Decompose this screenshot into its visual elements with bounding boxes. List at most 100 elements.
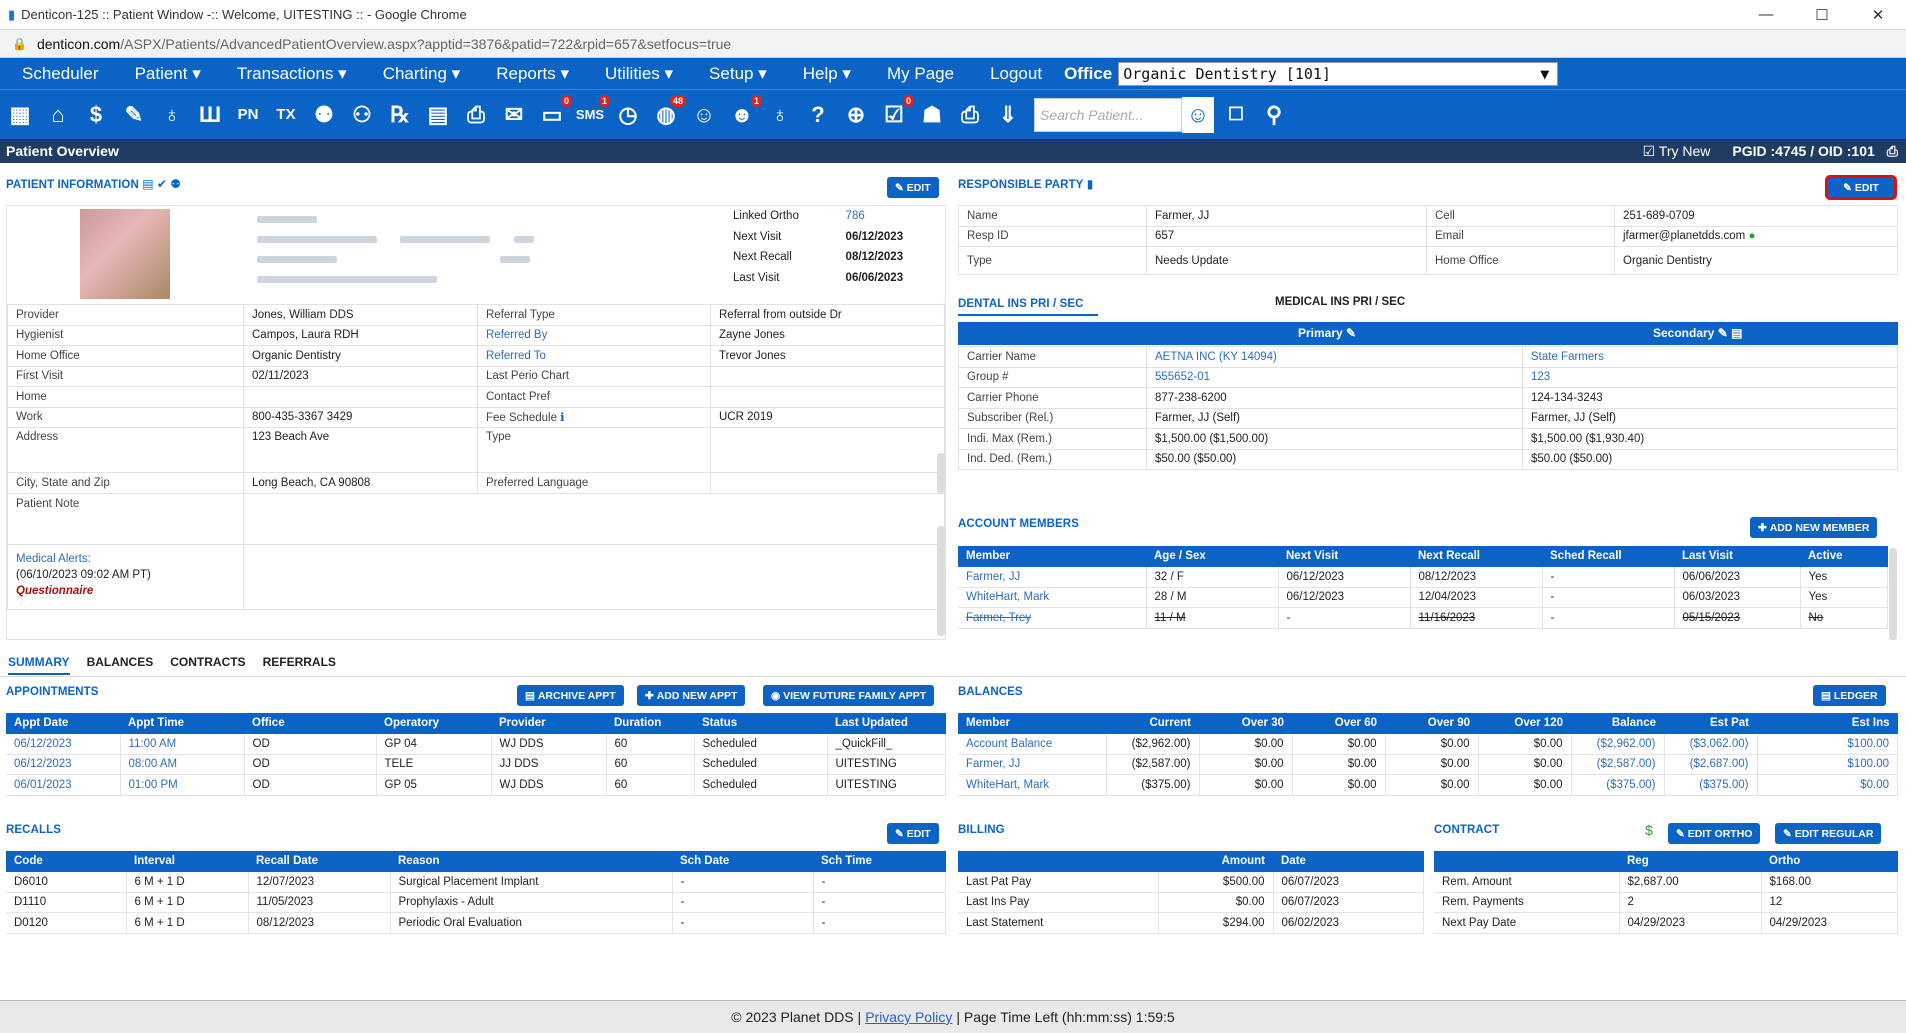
est-ins-link[interactable]: $100.00 [1757,754,1898,775]
chat-icon[interactable]: ▭ 0 [536,94,572,133]
people-icon[interactable]: ☗ [922,101,942,127]
scrollbar[interactable] [937,453,945,493]
pn-icon[interactable]: PN [237,106,259,123]
col-date[interactable]: Date [1273,851,1424,872]
col-next-recall[interactable]: Next Recall [1410,546,1542,567]
globe-icon[interactable]: ◍ 48 [650,94,686,133]
web-icon[interactable]: ⊕ [846,101,866,127]
edit-ortho-button[interactable]: ✎ EDIT ORTHO [1668,823,1761,844]
document-icon[interactable]: ▤ [1731,326,1743,340]
est-ins-link[interactable]: $100.00 [1757,733,1898,755]
down-icon[interactable]: ⇓ [998,101,1018,127]
col-appt-time[interactable]: Appt Time [120,713,244,734]
menu-reports[interactable]: Reports ▾ [496,63,569,83]
appt-time-link[interactable]: 01:00 PM [120,774,245,796]
col-last-visit[interactable]: Last Visit [1674,546,1800,567]
tab-balances[interactable]: BALANCES [86,655,154,669]
balance-link[interactable]: ($2,587.00) [1571,754,1665,775]
menu-charting[interactable]: Charting ▾ [382,63,461,83]
col-active[interactable]: Active [1800,546,1888,567]
tooth2-icon[interactable]: ♁ [771,101,789,127]
col-over-30[interactable]: Over 30 [1199,713,1292,734]
col-operatory[interactable]: Operatory [376,713,491,734]
col-ortho[interactable]: Ortho [1761,851,1898,872]
support-icon[interactable]: ☺ [692,101,716,127]
home-icon[interactable]: ⌂ [51,101,65,127]
menu-setup[interactable]: Setup ▾ [709,63,767,83]
print-icon[interactable]: ⎙ [467,101,485,127]
document-icon[interactable]: ▤ [142,177,154,191]
member-link[interactable]: Farmer, JJ [958,566,1147,588]
tab-referrals[interactable]: REFERRALS [262,655,336,669]
info-icon[interactable]: ℹ [560,412,565,425]
appt-time-link[interactable]: 08:00 AM [120,754,245,775]
col-interval[interactable]: Interval [126,851,248,872]
add-member-button[interactable]: ✚ ADD NEW MEMBER [1750,517,1878,538]
verified-icon[interactable]: ✔ [156,177,167,191]
col-last-updated[interactable]: Last Updated [827,713,946,734]
col-sch-time[interactable]: Sch Time [813,851,946,872]
appt-time-link[interactable]: 11:00 AM [120,733,245,755]
family-icon[interactable]: ⚇ [352,101,372,127]
badge-icon[interactable]: ▮ [1086,177,1094,191]
archive-appt-button[interactable]: ▤ ARCHIVE APPT [517,685,624,706]
privacy-policy-link[interactable]: Privacy Policy [865,1009,953,1025]
col-reason[interactable]: Reason [390,851,672,872]
col-duration[interactable]: Duration [606,713,694,734]
col-over-120[interactable]: Over 120 [1478,713,1571,734]
question-icon[interactable]: ? [811,101,825,127]
col-balance[interactable]: Balance [1571,713,1664,734]
edit-doc-icon[interactable]: ✎ [1717,326,1728,340]
col-provider[interactable]: Provider [491,713,606,734]
appt-date-link[interactable]: 06/01/2023 [6,774,121,796]
balance-member-link[interactable]: Farmer, JJ [958,754,1107,775]
checkbox-icon[interactable]: ☐ [1227,104,1245,124]
col-recall-date[interactable]: Recall Date [248,851,390,872]
add-patient-icon[interactable]: ⚉ [314,101,334,127]
scrollbar[interactable] [937,526,945,636]
col-current[interactable]: Current [1106,713,1199,734]
future-family-appt-button[interactable]: ◉ VIEW FUTURE FAMILY APPT [763,685,935,706]
dollar-icon[interactable]: $ [89,101,103,127]
menu-utilities[interactable]: Utilities ▾ [605,63,674,83]
col-age-sex[interactable]: Age / Sex [1146,546,1278,567]
minimize-icon[interactable]: — [1758,5,1774,23]
col-member[interactable]: Member [958,713,1106,734]
appt-date-link[interactable]: 06/12/2023 [6,754,121,775]
linked-ortho-link[interactable]: 786 [845,210,865,223]
lock-icon[interactable]: 🔒 [12,36,27,51]
est-pat-link[interactable]: ($3,062.00) [1664,733,1758,755]
menu-help[interactable]: Help ▾ [802,63,851,83]
teeth-icon[interactable]: Ш [198,101,222,127]
balance-member-link[interactable]: WhiteHart, Mark [958,774,1107,796]
menu-my-page[interactable]: My Page [886,63,955,83]
try-new-checkbox[interactable]: ☑ Try New [1642,142,1711,159]
menu-transactions[interactable]: Transactions ▾ [236,63,347,83]
col-office[interactable]: Office [244,713,376,734]
col-status[interactable]: Status [694,713,827,734]
edit-regular-button[interactable]: ✎ EDIT REGULAR [1775,823,1882,844]
checklist-icon[interactable]: ☑ 0 [878,94,914,133]
note-icon[interactable]: ▤ [427,101,449,127]
clock-icon[interactable]: ◷ [618,101,638,127]
maximize-icon[interactable]: ☐ [1815,6,1829,24]
primary-group-link[interactable]: 555652-01 [1146,366,1523,388]
edit-doc-icon[interactable]: ✎ [1346,326,1357,340]
col-est-ins[interactable]: Est Ins [1757,713,1898,734]
col-appt-date[interactable]: Appt Date [6,713,120,734]
est-pat-link[interactable]: ($375.00) [1664,774,1758,796]
tooth-icon[interactable]: ♁ [163,101,181,127]
balance-link[interactable]: ($2,962.00) [1571,733,1665,755]
col-reg[interactable]: Reg [1619,851,1761,872]
referred-by-link[interactable]: Referred By [477,324,711,346]
patient-search-icon[interactable]: ☺ [1182,96,1214,133]
appt-date-link[interactable]: 06/12/2023 [6,733,121,755]
find-people-icon[interactable]: ⚲ [1265,101,1283,127]
scrollbar[interactable] [1889,548,1897,640]
printer-icon[interactable]: ⎙ [961,101,979,127]
calendar-icon[interactable]: ▦ [9,101,31,127]
office-select[interactable]: Organic Dentistry [101] ▼ [1118,61,1559,86]
patient-photo[interactable] [80,209,170,299]
table-row[interactable]: 06/12/2023 08:00 AM OD TELE JJ DDS 60 Schedule… [6,754,946,775]
pen-icon[interactable]: ✎ [124,101,144,127]
